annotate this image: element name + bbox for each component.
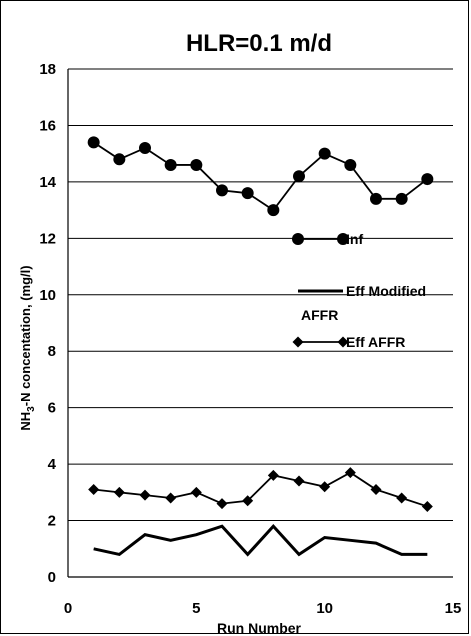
y-tick-label-16: 16 [39,117,56,134]
legend-marker-2 [337,336,349,348]
y-tick-label-14: 14 [39,174,56,191]
y-tick-label-0: 0 [48,569,56,586]
data-point [396,492,408,504]
data-point [113,153,126,166]
data-point [164,158,177,171]
data-point [370,484,382,496]
y-axis-label: NH3-N concentation, (mg/l) [18,265,37,430]
data-point [87,136,100,149]
data-point [318,147,331,160]
data-point [139,489,151,501]
y-tick-label-2: 2 [48,513,56,530]
y-tick-label-10: 10 [39,287,56,304]
data-point [242,495,254,507]
legend-marker-0 [292,233,304,245]
series-line-1 [93,523,428,557]
x-tick-label-0: 0 [64,600,72,617]
data-point [190,158,203,171]
data-point [139,142,151,155]
y-tick-label-18: 18 [39,61,56,78]
x-tick-label-5: 5 [192,600,200,617]
axes [67,69,453,578]
data-point [344,158,357,171]
data-point [395,192,408,205]
x-tick-label-10: 10 [316,600,333,617]
data-point [293,170,305,183]
data-point [216,184,228,197]
data-point [216,498,228,510]
data-point [267,204,280,217]
series-2 [88,467,433,512]
legend-marker-2 [292,336,304,348]
y-tick-label-4: 4 [48,456,57,473]
data-point [165,492,177,504]
data-point [319,481,331,493]
y-tick-label-6: 6 [48,400,56,417]
legend-label-0: Inf [346,231,363,247]
data-point [421,500,433,512]
data-point [344,467,356,479]
x-axis-label: Run Number [217,620,302,635]
legend: Inf Eff Modified AFFR Eff AFFR [292,231,426,350]
series-1 [93,523,428,557]
data-point [370,192,382,205]
data-point [267,469,279,481]
chart-title: HLR=0.1 m/d [186,30,332,57]
legend-marker-0 [337,233,349,245]
x-tick-label-15: 15 [445,600,462,617]
data-point [421,173,434,186]
y-tick-label-12: 12 [39,230,56,247]
data-point [293,475,305,487]
gridlines [68,68,453,522]
series-0 [87,136,434,217]
y-tick-label-8: 8 [48,343,56,360]
tick-labels: 0 2 4 6 8 10 12 14 16 18 0 5 10 15 [39,61,461,617]
data-point [241,187,254,200]
data-point [113,486,125,498]
series-group [87,136,434,557]
legend-label-1: Eff Modified AFFR [301,283,426,323]
data-point [88,484,100,496]
legend-label-2: Eff AFFR [346,334,405,350]
data-point [190,486,202,498]
